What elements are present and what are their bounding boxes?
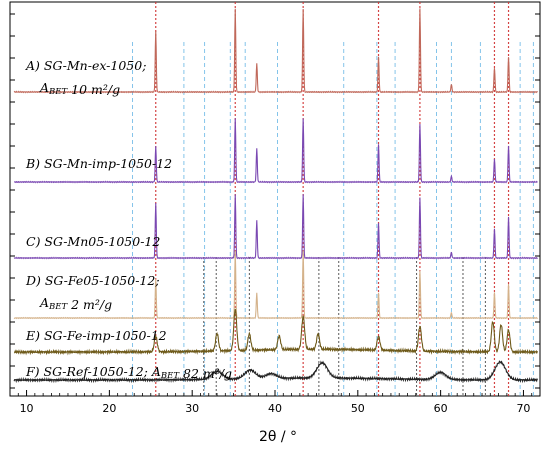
series-line-e xyxy=(13,308,539,356)
series-line-a xyxy=(13,8,538,94)
x-tick-label: 50 xyxy=(351,402,365,415)
series-annotation-e: E) SG-Fe-imp-1050-12 xyxy=(25,328,167,343)
x-tick-label: 30 xyxy=(185,402,199,415)
series-line-b xyxy=(13,118,538,184)
x-tick-label: 20 xyxy=(102,402,116,415)
x-axis-label: 2θ / ° xyxy=(259,429,297,445)
reference-lines xyxy=(132,2,534,396)
series-annotation-c: C) SG-Mn05-1050-12 xyxy=(26,234,160,249)
x-tick-label: 70 xyxy=(516,402,530,415)
series-annotations: A) SG-Mn-ex-1050; ABET 10 m²/g B) SG-Mn-im… xyxy=(25,58,232,381)
x-tick-label: 10 xyxy=(20,402,34,415)
x-tick-label: 40 xyxy=(268,402,282,415)
x-tick-label: 60 xyxy=(434,402,448,415)
series-line-c xyxy=(13,194,538,260)
series-line-f xyxy=(13,360,538,384)
series-group xyxy=(13,8,539,384)
series-annotation-f: F) SG-Ref-1050-12; ABET 82 m²/g xyxy=(25,364,232,381)
series-annotation-d: D) SG-Fe05-1050-12; ABET 2 m²/g xyxy=(25,273,160,312)
series-annotation-b: B) SG-Mn-imp-1050-12 xyxy=(25,156,172,171)
x-axis-ticks: 10 20 30 40 50 60 70 xyxy=(9,390,541,415)
series-annotation-a: A) SG-Mn-ex-1050; ABET 10 m²/g xyxy=(25,58,146,97)
series-line-d xyxy=(13,250,538,320)
